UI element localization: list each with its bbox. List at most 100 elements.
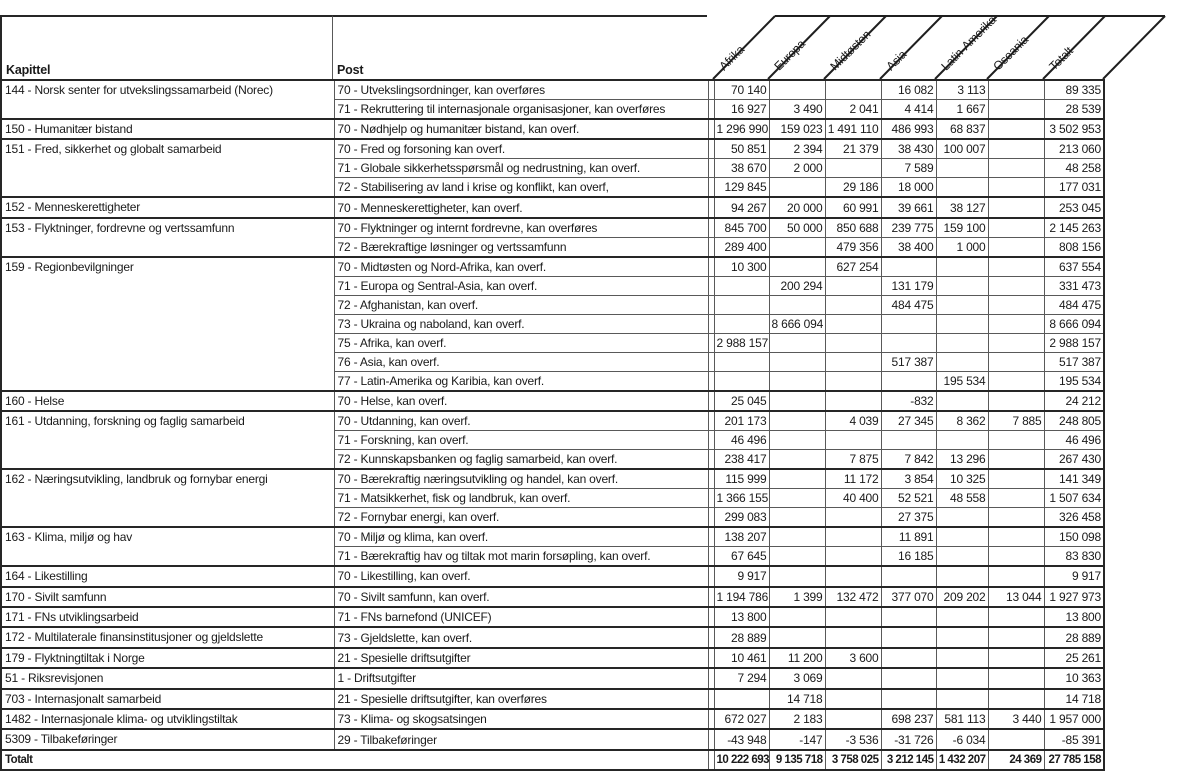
value-cell-midtosten: [824, 79, 882, 100]
value-cell-asia: [880, 370, 937, 392]
value-cell-oseania: [987, 389, 1045, 412]
value-cell-europa: [768, 351, 826, 372]
value-cell-totalt: 177 031: [1043, 177, 1105, 198]
value-cell-europa: 1 399: [768, 585, 826, 608]
value-cell-totalt: 46 496: [1043, 430, 1105, 451]
value-cell-europa: [768, 626, 826, 649]
total-cell-latin-amerika: 1 432 207: [935, 748, 989, 771]
value-cell-asia: 52 521: [880, 488, 937, 509]
value-cell-asia: -832: [880, 389, 937, 412]
column-header-oseania: Oseania: [990, 32, 1031, 74]
value-cell-oseania: [987, 255, 1045, 277]
value-cell-afrika: 1 194 786: [713, 585, 770, 608]
value-cell-afrika: [713, 275, 770, 296]
post-cell: 21 - Spesielle driftsutgifter: [333, 646, 709, 669]
post-cell: 72 - Stabilisering av land i krise og ko…: [333, 177, 709, 198]
post-cell: 72 - Afghanistan, kan overf.: [333, 294, 709, 315]
value-cell-midtosten: [824, 507, 882, 528]
value-cell-asia: 16 082: [880, 79, 937, 100]
value-cell-latin-amerika: 1 000: [935, 236, 989, 258]
value-cell-midtosten: 21 379: [824, 138, 882, 160]
post-cell: 70 - Fred og forsoning kan overf.: [333, 138, 709, 160]
value-cell-latin-amerika: 195 534: [935, 370, 989, 392]
value-cell-midtosten: [824, 370, 882, 392]
value-cell-afrika: 10 461: [713, 646, 770, 669]
value-cell-europa: [768, 507, 826, 528]
value-cell-latin-amerika: 3 113: [935, 79, 989, 100]
value-cell-latin-amerika: [935, 606, 989, 628]
value-cell-afrika: 7 294: [713, 667, 770, 690]
value-cell-oseania: [987, 507, 1045, 528]
value-cell-totalt: 141 349: [1043, 468, 1105, 490]
value-cell-oseania: [987, 606, 1045, 628]
post-cell: 70 - Utdanning, kan overf.: [333, 410, 709, 432]
value-cell-europa: 3 490: [768, 99, 826, 120]
value-cell-oseania: [987, 728, 1045, 751]
value-cell-midtosten: [824, 430, 882, 451]
value-cell-europa: -147: [768, 728, 826, 751]
value-cell-europa: [768, 468, 826, 490]
post-cell: 29 - Tilbakeføringer: [333, 728, 709, 751]
value-cell-latin-amerika: [935, 430, 989, 451]
value-cell-afrika: 201 173: [713, 410, 770, 432]
total-cell-afrika: 10 222 693: [713, 748, 770, 771]
value-cell-totalt: 808 156: [1043, 236, 1105, 258]
value-cell-oseania: [987, 177, 1045, 198]
value-cell-europa: 200 294: [768, 275, 826, 296]
value-cell-midtosten: [824, 708, 882, 730]
table-row: 163 - Klima, miljø og hav 70 - Miljø og k…: [0, 526, 1105, 567]
value-cell-asia: [880, 565, 937, 588]
post-cell: 77 - Latin-Amerika og Karibia, kan overf…: [333, 370, 709, 392]
post-cell: 72 - Kunnskapsbanken og faglig samarbeid…: [333, 449, 709, 470]
value-cell-midtosten: -3 536: [824, 728, 882, 751]
value-cell-totalt: 83 830: [1043, 546, 1105, 567]
value-cell-totalt: 253 045: [1043, 196, 1105, 219]
table-row: 72 - Fornybar energi, kan overf. 299 083 2…: [1, 507, 1105, 528]
value-cell-europa: [768, 370, 826, 392]
value-cell-afrika: [713, 370, 770, 392]
value-cell-totalt: 213 060: [1043, 138, 1105, 160]
value-cell-afrika: 25 045: [713, 389, 770, 412]
value-cell-midtosten: 7 875: [824, 449, 882, 470]
post-cell: 70 - Miljø og klima, kan overf.: [333, 526, 709, 548]
kapittel-cell: 172 - Multilaterale finansinstitusjoner …: [0, 626, 335, 649]
value-cell-oseania: 3 440: [987, 708, 1045, 730]
value-cell-asia: [880, 626, 937, 649]
table-row: 172 - Multilaterale finansinstitusjoner …: [0, 626, 1105, 649]
value-cell-midtosten: 29 186: [824, 177, 882, 198]
table-row: 1482 - Internasjonale klima- og utviklin…: [0, 708, 1105, 730]
value-cell-oseania: [987, 332, 1045, 353]
total-cell-europa: 9 135 718: [768, 748, 826, 771]
column-header-europa: Europa: [771, 36, 808, 74]
value-cell-latin-amerika: 209 202: [935, 585, 989, 608]
value-cell-totalt: 3 502 953: [1043, 117, 1105, 140]
value-cell-oseania: [987, 646, 1045, 669]
value-cell-latin-amerika: 10 325: [935, 468, 989, 490]
value-cell-latin-amerika: -6 034: [935, 728, 989, 751]
total-cell-midtosten: 3 758 025: [824, 748, 882, 771]
total-cell-totalt: 27 785 158: [1043, 748, 1105, 771]
value-cell-europa: 11 200: [768, 646, 826, 669]
value-cell-oseania: [987, 117, 1045, 140]
value-cell-oseania: [987, 370, 1045, 392]
table-row: 159 - Regionbevilgninger 70 - Midtøsten o…: [0, 255, 1105, 392]
value-cell-asia: 16 185: [880, 546, 937, 567]
value-cell-europa: [768, 332, 826, 353]
value-cell-asia: 7 842: [880, 449, 937, 470]
value-cell-totalt: 24 212: [1043, 389, 1105, 412]
post-cell: 70 - Midtøsten og Nord-Afrika, kan overf…: [333, 255, 709, 277]
value-cell-oseania: [987, 236, 1045, 258]
value-cell-totalt: 25 261: [1043, 646, 1105, 669]
value-cell-oseania: [987, 313, 1045, 334]
value-cell-asia: 7 589: [880, 158, 937, 179]
budget-table: 144 - Norsk senter for utvekslingssamarb…: [0, 79, 1105, 771]
post-cell: 1 - Driftsutgifter: [333, 667, 709, 690]
value-cell-oseania: [987, 687, 1045, 710]
post-cell: 70 - Utvekslingsordninger, kan overføres: [333, 79, 709, 100]
table-row: 703 - Internasjonalt samarbeid 21 - Spesi…: [0, 687, 1105, 710]
value-cell-latin-amerika: [935, 158, 989, 179]
value-cell-europa: [768, 606, 826, 628]
value-cell-totalt: 89 335: [1043, 79, 1105, 100]
post-cell: 73 - Klima- og skogsatsingen: [333, 708, 709, 730]
value-cell-afrika: [713, 351, 770, 372]
